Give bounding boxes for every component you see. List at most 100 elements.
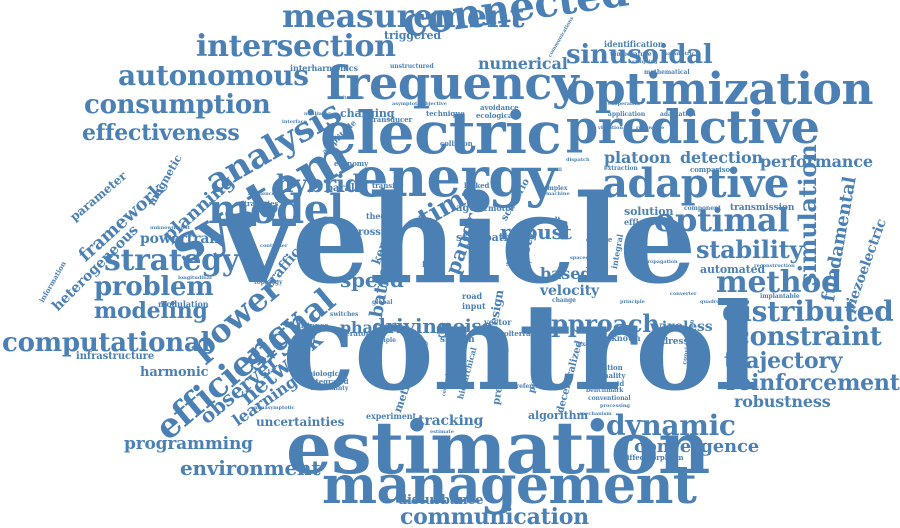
word-measurement: measurement — [282, 0, 525, 35]
word-transfer: transfer — [372, 181, 404, 190]
word-comparison: comparison — [690, 165, 736, 174]
word-charging: charging — [340, 107, 395, 120]
word-autonomous: autonomous — [118, 59, 309, 92]
word-numerical: numerical — [478, 54, 568, 73]
word-uncertainty: uncertainty — [310, 385, 349, 392]
word-uncertainties: uncertainties — [256, 415, 345, 429]
word-quadrotors: quadrotors — [700, 299, 731, 305]
word-technique: technique — [426, 109, 465, 118]
word-transmission: transmission — [730, 203, 795, 213]
word-station: station — [440, 335, 475, 345]
word-microgrid: microgrid — [586, 379, 625, 388]
word-modeling: modeling — [94, 298, 208, 324]
word-predictive: predictive — [566, 100, 820, 154]
word-unstructured: unstructured — [390, 63, 434, 70]
word-infrastructure: infrastructure — [76, 351, 155, 362]
word-nonlinear: nonlinear — [304, 111, 331, 117]
word-mathematical: mathematical — [644, 69, 690, 76]
word-cooperative: cooperative — [608, 101, 641, 107]
word-estimate: estimate — [430, 429, 454, 435]
word-collision: collision — [440, 139, 473, 148]
word-stability: stability — [696, 235, 804, 264]
word-road: road — [462, 291, 483, 301]
word-management: management — [322, 455, 697, 516]
word-complex: complex — [540, 185, 568, 192]
word-diffeomorphism: diffeomorphism — [622, 453, 684, 462]
word-approach: approach — [536, 309, 660, 338]
word-platoon: platoon — [604, 148, 671, 167]
word-harmonic: harmonic — [140, 365, 209, 380]
word-velocity: velocity — [540, 283, 600, 299]
word-motor: motor — [488, 203, 515, 213]
word-consumption: consumption — [84, 90, 271, 120]
word-objective: objective — [422, 101, 447, 107]
word-automated: automated — [700, 263, 766, 276]
word-temperature: temperature — [610, 51, 652, 58]
word-parametric: parametric — [664, 51, 695, 57]
word-application: application — [608, 111, 646, 118]
word-topology: topology — [254, 279, 283, 286]
word-adaptive: adaptive — [602, 160, 789, 207]
word-processing: processing — [600, 403, 630, 409]
word-effectiveness: effectiveness — [82, 120, 240, 146]
word-unknown: unknown — [600, 333, 641, 343]
word-problem: problem — [94, 272, 214, 302]
word-model: model — [208, 186, 344, 233]
word-longitudinal: longitudinal — [178, 275, 212, 281]
word-robust: robust — [500, 220, 572, 244]
word-triggered: triggered — [384, 29, 441, 42]
word-crossing: crossing — [352, 227, 399, 238]
word-tracking: tracking — [418, 413, 484, 429]
word-change: change — [552, 297, 576, 304]
word-parallel: parallel — [326, 183, 369, 194]
word-mechanism: mechanism — [580, 411, 612, 417]
word-sampling: sampling — [632, 59, 658, 65]
word-optimality: optimality — [586, 371, 626, 380]
word-electric: electric — [320, 99, 562, 167]
word-implantable: implantable — [760, 293, 800, 300]
word-cell: cell — [552, 167, 562, 173]
word-wireless: wireless — [650, 319, 713, 335]
word-transducer: transducer — [370, 115, 413, 124]
word-intersection: intersection — [196, 29, 396, 64]
word-reference: reference — [516, 383, 548, 390]
word-solution: solution — [624, 205, 674, 218]
word-robustness: robustness — [734, 392, 831, 411]
word-biological: biological — [308, 369, 346, 378]
word-agent: agent — [456, 203, 488, 214]
word-vehicle: vehicle — [222, 167, 696, 311]
word-modulation: modulation — [158, 299, 209, 309]
word-based: based — [540, 264, 592, 283]
word-resilience: resilience — [248, 191, 275, 197]
word-adaptation: adaptation — [660, 111, 696, 118]
word-optimal: optimal — [654, 201, 790, 239]
word-estimation: estimation — [286, 405, 710, 490]
word-unknowninput: unknowninput — [150, 225, 191, 231]
word-trajectory: trajectory — [724, 348, 843, 374]
word-communication: communication — [400, 504, 589, 528]
word-renewable: renewable — [636, 125, 665, 131]
word-distributed: distributed — [722, 295, 894, 328]
word-strategy: strategy — [104, 243, 239, 278]
word-converter: converter — [670, 291, 697, 297]
word-optimization: optimization — [566, 64, 874, 115]
word-convergence: convergence — [634, 436, 760, 457]
word-conventional: conventional — [588, 395, 631, 402]
word-hybrid: hybrid — [276, 169, 362, 198]
word-speed: speed — [340, 268, 404, 292]
word-example: example — [578, 341, 606, 348]
word-integrated: integrated — [308, 377, 349, 386]
word-benchmark: benchmark — [586, 387, 624, 394]
word-economy: economy — [334, 159, 369, 168]
word-condition: condition — [586, 363, 623, 372]
word-ecological: ecological — [476, 111, 516, 120]
word-identification: identification — [604, 39, 664, 49]
word-performance: performance — [760, 152, 873, 171]
word-disturbance: disturbance — [398, 493, 484, 508]
word-locked: locked — [464, 181, 490, 190]
word-engine: engine — [586, 235, 613, 244]
word-vector: vector — [484, 317, 512, 327]
word-asymptotic: asymptotic — [392, 101, 423, 107]
word-energy: energy — [354, 145, 557, 209]
